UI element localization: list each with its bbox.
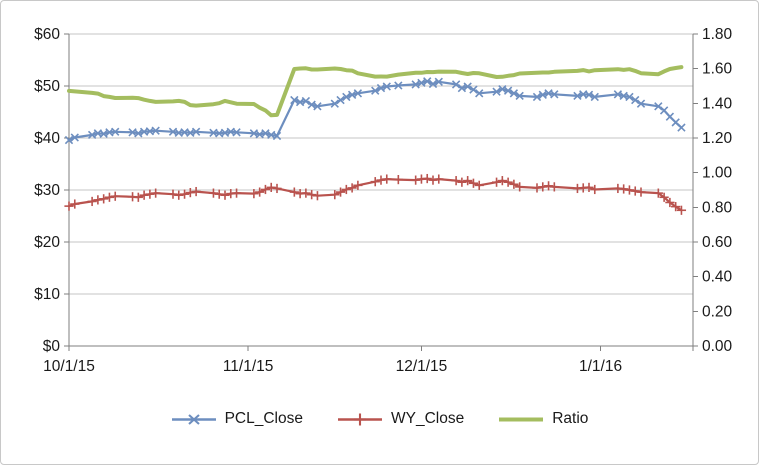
svg-text:$40: $40 (34, 130, 60, 147)
wy-close-line-sample (338, 413, 382, 425)
legend-label-ratio: Ratio (552, 410, 589, 427)
legend-label-wy-close: WY_Close (391, 410, 465, 427)
svg-text:0.60: 0.60 (702, 234, 733, 251)
chart-legend: PCL_Close WY_Close Ratio (1, 410, 758, 428)
svg-text:$10: $10 (34, 286, 60, 303)
svg-text:$50: $50 (34, 78, 60, 95)
legend-item-pcl-close: PCL_Close (171, 410, 303, 428)
svg-text:0.20: 0.20 (702, 303, 733, 320)
svg-text:0.80: 0.80 (702, 199, 733, 216)
pcl-close-line-sample (171, 413, 216, 425)
svg-text:$20: $20 (34, 234, 60, 251)
legend-item-wy-close: WY_Close (337, 410, 464, 428)
svg-text:1.20: 1.20 (702, 130, 733, 147)
svg-text:$0: $0 (43, 338, 61, 355)
legend-label-pcl-close: PCL_Close (224, 410, 303, 427)
legend-item-ratio: Ratio (498, 410, 588, 428)
svg-text:$30: $30 (34, 182, 60, 199)
svg-text:1.60: 1.60 (702, 61, 733, 78)
svg-text:11/1/15: 11/1/15 (223, 358, 274, 375)
svg-text:0.00: 0.00 (702, 338, 733, 355)
svg-text:1.40: 1.40 (702, 95, 733, 112)
svg-text:1.00: 1.00 (702, 165, 733, 182)
ratio-line-sample (499, 417, 544, 421)
svg-text:$60: $60 (34, 26, 60, 43)
svg-text:12/1/15: 12/1/15 (396, 358, 448, 375)
svg-text:10/1/15: 10/1/15 (43, 358, 95, 375)
svg-text:0.40: 0.40 (702, 269, 733, 286)
svg-text:1.80: 1.80 (702, 26, 733, 43)
svg-text:1/1/16: 1/1/16 (579, 358, 622, 375)
